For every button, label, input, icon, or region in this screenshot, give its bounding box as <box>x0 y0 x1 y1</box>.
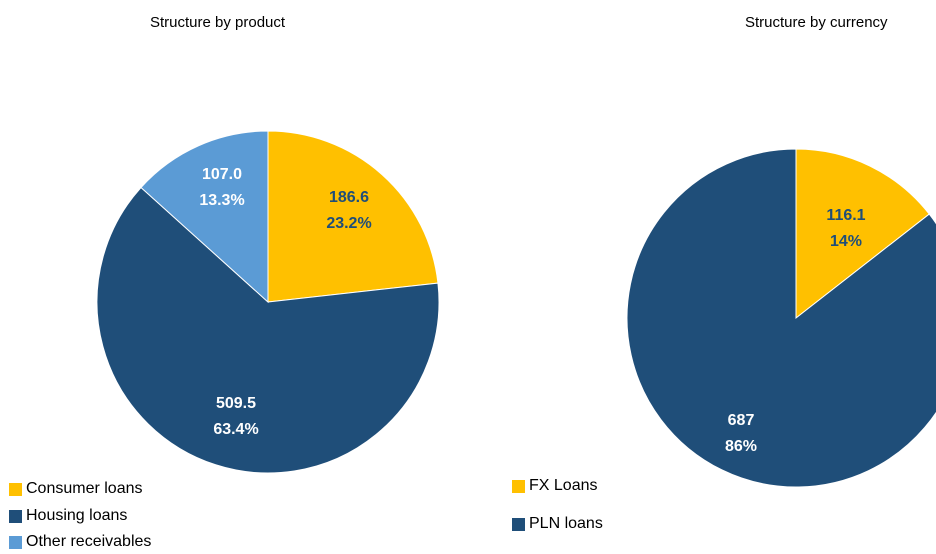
legend-swatch-pln-loans <box>512 517 525 531</box>
legend-swatch-housing-loans <box>9 509 22 523</box>
product-slice-label-consumer-loans-value: 186.6 <box>329 189 369 206</box>
legend-swatch-fx-loans <box>512 479 525 493</box>
currency-slice-pln-loans <box>626 148 936 488</box>
pie-product: 186.6 23.2% 509.5 63.4% 107.0 13.3% <box>96 130 440 474</box>
legend-label-other-receivables: Other receivables <box>26 533 152 550</box>
legend-label-housing-loans: Housing loans <box>26 507 128 524</box>
product-slice-label-housing-loans-percent: 63.4% <box>213 421 258 438</box>
currency-slice-label-fx-loans-value: 116.1 <box>826 207 865 224</box>
pie-currency: 116.1 14% 687 86% <box>626 148 936 488</box>
legend-item-consumer-loans: Consumer loans <box>9 480 143 498</box>
product-slice-label-housing-loans-value: 509.5 <box>216 395 256 412</box>
currency-slice-label-fx-loans-percent: 14% <box>830 233 862 250</box>
product-slice-consumer-loans <box>267 130 439 303</box>
legend-label-fx-loans: FX Loans <box>529 477 598 494</box>
legend-swatch-consumer-loans <box>9 482 22 496</box>
chart-title-product: Structure by product <box>150 14 286 31</box>
product-slice-housing-loans <box>96 186 440 474</box>
currency-slice-label-pln-loans-value: 687 <box>728 412 755 429</box>
legend-swatch-other-receivables <box>9 535 22 549</box>
product-slice-label-other-receivables-percent: 13.3% <box>199 192 244 209</box>
currency-slice-label-pln-loans-percent: 86% <box>725 438 757 455</box>
legend-item-other-receivables: Other receivables <box>9 533 151 551</box>
chart-title-currency: Structure by currency <box>745 14 888 31</box>
currency-slice-fx-loans <box>795 148 930 320</box>
product-slice-label-other-receivables-value: 107.0 <box>202 166 242 183</box>
product-slice-other-receivables <box>140 130 269 304</box>
legend-item-housing-loans: Housing loans <box>9 507 127 525</box>
legend-label-pln-loans: PLN loans <box>529 515 603 532</box>
legend-item-fx-loans: FX Loans <box>512 477 597 495</box>
product-slice-label-consumer-loans-percent: 23.2% <box>326 215 371 232</box>
legend-item-pln-loans: PLN loans <box>512 515 603 533</box>
legend-label-consumer-loans: Consumer loans <box>26 480 143 497</box>
